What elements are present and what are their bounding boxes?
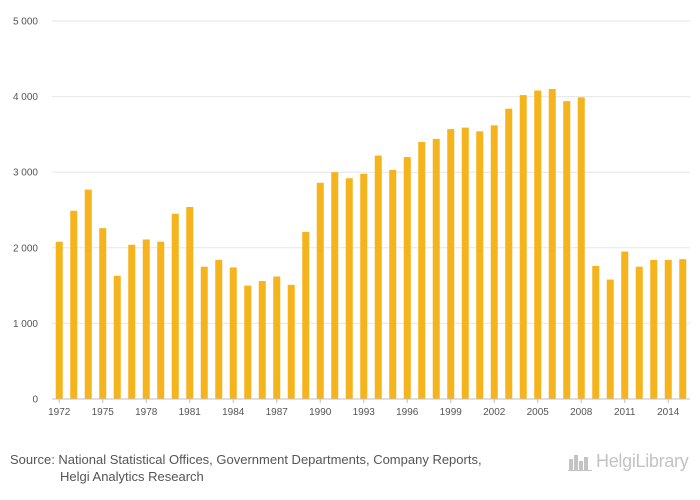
bar-1979: [157, 241, 165, 399]
y-tick-label: 3 000: [13, 168, 38, 179]
bar-2000: [461, 127, 469, 399]
x-tick-label: 1993: [353, 407, 376, 418]
y-tick-label: 1 000: [13, 319, 38, 330]
y-axis-ticks: 0 1 000 2 000 3 000 4 000 5 000: [13, 17, 38, 406]
x-tick-label: 2014: [657, 407, 680, 418]
bar-1994: [374, 155, 382, 399]
x-tick-label: 1990: [309, 407, 332, 418]
x-tick-label: 1987: [266, 407, 289, 418]
bar-1976: [113, 275, 121, 399]
bar-1996: [403, 157, 411, 399]
x-tick-label: 1984: [222, 407, 245, 418]
bar-2006: [548, 89, 556, 399]
bar-1972: [55, 241, 63, 399]
bar-2002: [490, 125, 498, 399]
bar-2010: [606, 279, 614, 399]
bar-2009: [592, 265, 600, 399]
bar-1982: [200, 266, 208, 399]
bar-1973: [70, 210, 78, 399]
bar-1977: [128, 244, 136, 399]
source-line-2: Helgi Analytics Research: [60, 469, 204, 484]
bar-2005: [534, 90, 542, 399]
x-tick-label: 1999: [440, 407, 463, 418]
bar-1986: [258, 281, 266, 399]
bar-1985: [244, 285, 252, 399]
x-tick-label: 1981: [179, 407, 202, 418]
bar-1974: [84, 189, 92, 399]
bar-2013: [650, 259, 658, 399]
y-tick-label: 5 000: [13, 17, 38, 28]
bar-1990: [316, 182, 324, 399]
bar-2003: [505, 108, 513, 400]
bar-1995: [389, 169, 397, 399]
bar-1975: [99, 228, 107, 399]
source-note: Source: National Statistical Offices, Go…: [10, 451, 550, 485]
bar-2011: [621, 251, 629, 399]
x-tick-label: 1975: [92, 407, 115, 418]
logo-text: HelgiLibrary: [596, 450, 689, 471]
x-tick-label: 1978: [135, 407, 158, 418]
bar-1993: [360, 173, 368, 399]
bar-1984: [229, 267, 237, 399]
bar-2001: [476, 131, 484, 399]
bar-1983: [215, 259, 223, 399]
bar-1999: [447, 129, 455, 399]
bar-1981: [186, 206, 194, 399]
bar-1978: [142, 239, 150, 399]
bars: [55, 89, 687, 400]
city-skyline-icon: [568, 455, 592, 471]
bar-1988: [287, 284, 295, 399]
bar-1997: [418, 141, 426, 399]
bar-1987: [273, 276, 281, 399]
bar-2015: [679, 259, 687, 399]
y-tick-label: 2 000: [13, 243, 38, 254]
y-tick-label: 4 000: [13, 92, 38, 103]
source-line-1: Source: National Statistical Offices, Go…: [10, 452, 482, 467]
bar-2008: [577, 97, 585, 399]
x-tick-label: 2008: [570, 407, 593, 418]
bar-1998: [432, 138, 440, 399]
x-tick-label: 2005: [527, 407, 550, 418]
y-tick-label: 0: [32, 395, 38, 406]
x-tick-label: 1996: [396, 407, 419, 418]
bar-2004: [519, 95, 527, 399]
bar-1989: [302, 231, 310, 399]
x-axis-ticks: 1972 1975 1978 1981 1984 1987 1990 1993 1996 1999…: [48, 399, 680, 418]
x-tick-label: 2011: [614, 407, 636, 418]
bar-1991: [331, 172, 339, 399]
bar-2007: [563, 101, 571, 400]
x-tick-label: 2002: [483, 407, 506, 418]
bar-2014: [664, 259, 672, 399]
bar-1980: [171, 213, 179, 399]
helgi-library-logo: HelgiLibrary: [568, 450, 689, 472]
bar-1992: [345, 178, 353, 399]
x-tick-label: 1972: [48, 407, 71, 418]
bar-2012: [635, 266, 643, 399]
